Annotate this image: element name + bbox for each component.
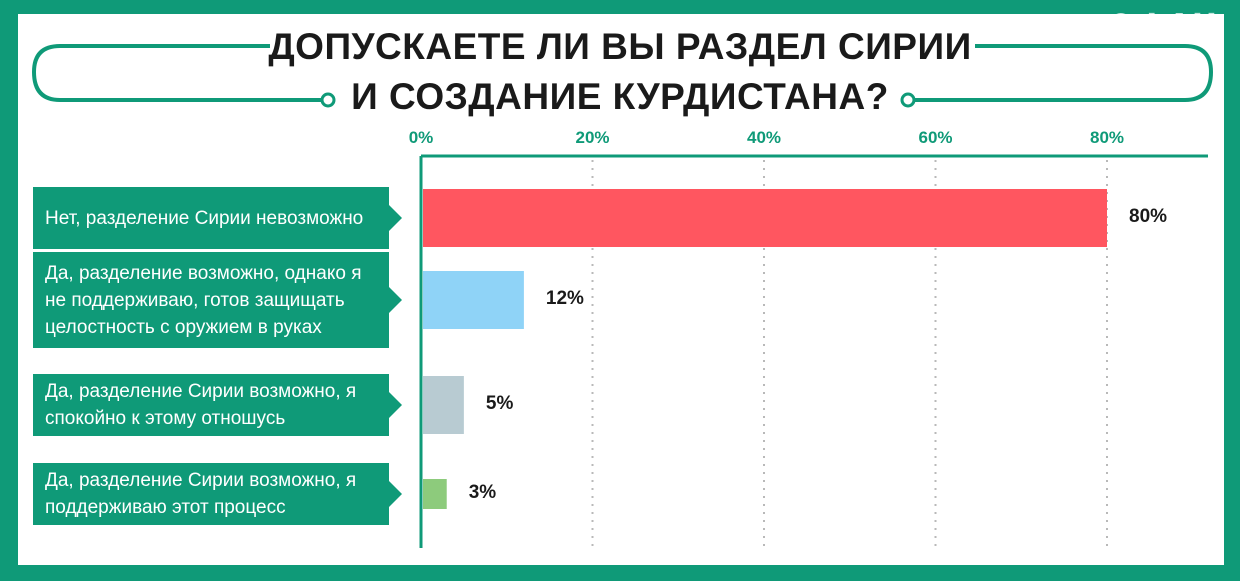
bar-1 [423,189,1107,247]
category-label-2: Да, разделение возможно, однако я не под… [33,252,402,348]
category-label-4: Да, разделение Сирии возможно, я поддерж… [33,463,402,525]
value-label-3: 5% [485,393,514,414]
chart-title: ДОПУСКАЕТЕ ЛИ ВЫ РАЗДЕЛ СИРИИ И СОЗДАНИЕ… [260,22,980,122]
bar-2 [423,271,524,329]
value-label-4: 3% [468,482,497,503]
watermark-logo: ©ФАН [1105,8,1218,43]
tick-label-80: 80% [1089,128,1125,147]
value-label-1: 80% [1129,206,1168,227]
tick-label-20: 20% [575,128,610,147]
tick-label-60: 60% [918,128,953,147]
bar-3 [423,376,464,434]
category-label-3: Да, разделение Сирии возможно, я спокойн… [33,374,402,436]
title-line-1: ДОПУСКАЕТЕ ЛИ ВЫ РАЗДЕЛ СИРИИ [268,26,972,67]
tick-label-40: 40% [746,128,782,147]
value-label-2: 12% [545,288,584,309]
title-line-2: И СОЗДАНИЕ КУРДИСТАНА? [351,76,889,117]
bar-4 [423,479,447,509]
category-label-1: Нет, разделение Сирии невозможно [33,187,402,249]
tick-label-0: 0% [408,128,434,147]
